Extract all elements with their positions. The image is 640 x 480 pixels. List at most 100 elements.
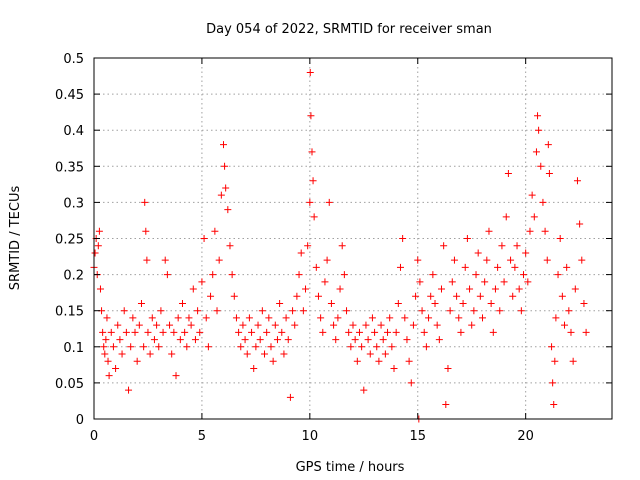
y-tick-label: 0.5	[63, 52, 84, 67]
data-point	[170, 328, 178, 336]
data-point	[381, 350, 389, 358]
data-point	[99, 328, 107, 336]
data-point	[256, 336, 264, 344]
data-point	[360, 386, 368, 394]
data-point	[435, 336, 443, 344]
data-point	[100, 343, 108, 351]
data-point	[551, 357, 559, 365]
data-point	[425, 314, 433, 322]
data-point	[215, 256, 223, 264]
y-tick-label: 0.45	[55, 88, 84, 103]
data-point	[241, 336, 249, 344]
data-point	[103, 314, 111, 322]
data-point	[245, 314, 253, 322]
data-point	[226, 242, 234, 250]
y-tick-label: 0.2	[63, 269, 84, 284]
data-point	[567, 328, 575, 336]
x-tick-label: 5	[198, 429, 206, 444]
data-point	[463, 235, 471, 242]
data-point	[146, 350, 154, 358]
data-point	[388, 343, 396, 351]
x-axis-label: GPS time / hours	[296, 460, 405, 475]
data-point	[528, 191, 536, 199]
y-tick-label: 0.25	[55, 233, 84, 248]
data-point	[222, 184, 230, 192]
data-point	[330, 321, 338, 329]
data-point	[399, 235, 407, 242]
data-point	[150, 336, 158, 344]
data-point	[390, 364, 398, 372]
data-points	[90, 68, 590, 423]
data-point	[476, 292, 484, 300]
data-point	[489, 328, 497, 336]
data-point	[358, 343, 366, 351]
data-point	[537, 162, 545, 170]
data-point	[112, 364, 120, 372]
data-point	[576, 220, 584, 228]
data-point	[466, 285, 474, 293]
data-point	[446, 307, 454, 315]
data-point	[144, 328, 152, 336]
data-point	[511, 263, 519, 271]
data-point	[323, 256, 331, 264]
data-point	[573, 177, 581, 185]
y-tick-label: 0.4	[63, 124, 84, 139]
data-point	[286, 393, 294, 401]
data-point	[118, 350, 126, 358]
data-point	[168, 350, 176, 358]
data-point	[143, 256, 151, 264]
data-point	[243, 350, 251, 358]
x-tick-label: 15	[409, 429, 426, 444]
data-point	[263, 328, 271, 336]
data-point	[306, 68, 314, 76]
data-point	[319, 328, 327, 336]
data-point	[472, 271, 480, 279]
data-point	[304, 242, 312, 250]
data-point	[254, 321, 262, 329]
data-point	[137, 299, 145, 307]
data-point	[558, 292, 566, 300]
data-point	[401, 314, 409, 322]
data-point	[455, 314, 463, 322]
data-point	[155, 343, 163, 351]
data-point	[561, 321, 569, 329]
data-point	[159, 328, 167, 336]
data-point	[535, 126, 543, 134]
data-point	[526, 227, 534, 235]
data-point	[433, 321, 441, 329]
data-point	[534, 112, 542, 120]
data-point	[481, 278, 489, 286]
data-point	[166, 321, 174, 329]
data-point	[105, 372, 113, 380]
data-point	[379, 336, 387, 344]
data-point	[291, 321, 299, 329]
data-point	[181, 328, 189, 336]
data-point	[524, 278, 532, 286]
data-point	[373, 343, 381, 351]
data-point	[541, 227, 549, 235]
data-point	[148, 314, 156, 322]
data-point	[549, 379, 557, 387]
data-point	[548, 343, 556, 351]
data-point	[207, 292, 215, 300]
data-point	[418, 307, 426, 315]
data-point	[187, 321, 195, 329]
data-point	[483, 256, 491, 264]
data-point	[127, 343, 135, 351]
data-point	[530, 213, 538, 221]
data-point	[416, 278, 424, 286]
data-point	[183, 343, 191, 351]
data-point	[448, 278, 456, 286]
x-tick-label: 10	[302, 429, 319, 444]
data-point	[230, 292, 238, 300]
data-point	[550, 401, 558, 409]
data-point	[375, 357, 383, 365]
data-point	[554, 271, 562, 279]
data-point	[412, 292, 420, 300]
data-point	[494, 263, 502, 271]
data-point	[407, 379, 415, 387]
data-point	[502, 213, 510, 221]
data-point	[355, 328, 363, 336]
data-point	[280, 350, 288, 358]
data-point	[185, 314, 193, 322]
